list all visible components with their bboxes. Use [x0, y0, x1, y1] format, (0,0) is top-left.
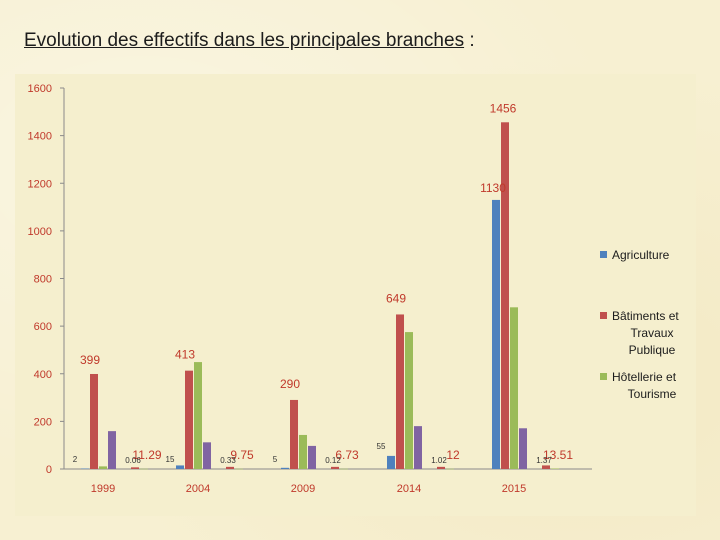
data-label: 0.33	[220, 456, 236, 465]
legend-label: Bâtiments et	[612, 309, 679, 323]
data-label: 2	[73, 455, 78, 464]
page-title-suffix: :	[464, 30, 475, 51]
x-tick-label: 2015	[502, 483, 526, 495]
bar	[185, 370, 193, 469]
bar	[551, 468, 559, 470]
data-label: 290	[280, 377, 300, 391]
legend-swatch	[600, 251, 607, 258]
data-label: 0.06	[125, 456, 141, 465]
y-tick-label: 1200	[28, 178, 52, 190]
bar	[281, 467, 289, 469]
legend-swatch	[600, 312, 607, 319]
bar	[542, 465, 550, 469]
bar	[446, 468, 454, 470]
y-tick-label: 200	[34, 416, 52, 428]
data-label: 11.29	[132, 448, 161, 462]
bar	[140, 468, 148, 470]
y-tick-label: 400	[34, 369, 52, 381]
data-label: 15	[166, 455, 175, 464]
bar	[81, 468, 89, 470]
page-title: Evolution des effectifs dans les princip…	[24, 30, 475, 52]
bar	[108, 431, 116, 469]
legend-label: Publique	[629, 343, 676, 357]
legend-label: Tourisme	[628, 387, 677, 401]
data-label: 9.75	[230, 448, 254, 462]
x-tick-label: 2009	[291, 483, 315, 495]
data-label: 55	[377, 442, 386, 451]
x-tick-label: 2004	[186, 483, 210, 495]
bar	[203, 442, 211, 469]
legend-label: Hôtellerie et	[612, 370, 677, 384]
data-label: 6.73	[335, 448, 359, 462]
data-label: 12	[446, 448, 460, 462]
data-label: 399	[80, 353, 100, 367]
bar	[501, 122, 509, 469]
bar	[194, 362, 202, 469]
bar	[437, 466, 445, 469]
bar	[308, 445, 316, 469]
data-label: 1456	[490, 101, 517, 115]
bar	[340, 468, 348, 470]
bar	[176, 465, 184, 469]
data-label: 1.37	[536, 456, 552, 465]
legend-label: Agriculture	[612, 248, 670, 262]
bar	[396, 314, 404, 469]
y-tick-label: 1000	[28, 226, 52, 238]
bar	[405, 332, 413, 469]
x-tick-label: 1999	[91, 483, 115, 495]
bar	[99, 466, 107, 469]
bar	[299, 434, 307, 469]
data-label: 413	[175, 348, 195, 362]
y-tick-label: 0	[46, 464, 52, 476]
page-title-text: Evolution des effectifs dans les princip…	[24, 30, 465, 51]
bar	[492, 199, 500, 469]
y-tick-label: 1600	[28, 83, 52, 95]
data-label: 0.12	[325, 456, 341, 465]
bar	[290, 399, 298, 469]
chart-area	[15, 74, 696, 516]
data-label: 13.51	[543, 448, 573, 462]
bar	[90, 373, 98, 469]
bar	[331, 466, 339, 469]
data-label: 1130	[480, 181, 506, 195]
legend-swatch	[600, 373, 607, 380]
bar	[226, 466, 234, 469]
data-label: 5	[273, 455, 278, 464]
bar	[387, 455, 395, 469]
x-tick-label: 2014	[397, 483, 421, 495]
bar	[235, 468, 243, 470]
data-label: 649	[386, 291, 406, 305]
data-label: 1.02	[431, 456, 447, 465]
bar	[131, 467, 139, 469]
bar	[519, 428, 527, 469]
y-tick-label: 600	[34, 321, 52, 333]
legend-label: Travaux	[631, 326, 674, 340]
bar	[510, 307, 518, 469]
bar	[414, 426, 422, 469]
y-tick-label: 800	[34, 274, 52, 286]
y-tick-label: 1400	[28, 131, 52, 143]
